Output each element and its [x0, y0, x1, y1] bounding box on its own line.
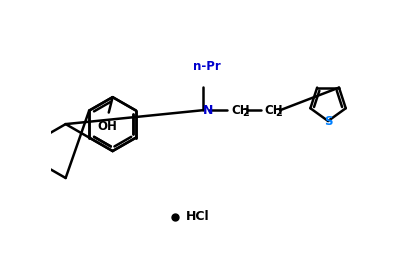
- Text: S: S: [324, 114, 333, 127]
- Text: 2: 2: [242, 108, 249, 118]
- Text: n-Pr: n-Pr: [193, 60, 221, 73]
- Text: OH: OH: [97, 120, 117, 133]
- Text: N: N: [202, 104, 213, 117]
- Text: CH: CH: [264, 104, 283, 117]
- Text: HCl: HCl: [185, 210, 209, 223]
- Text: CH: CH: [231, 104, 250, 117]
- Text: 2: 2: [275, 108, 282, 118]
